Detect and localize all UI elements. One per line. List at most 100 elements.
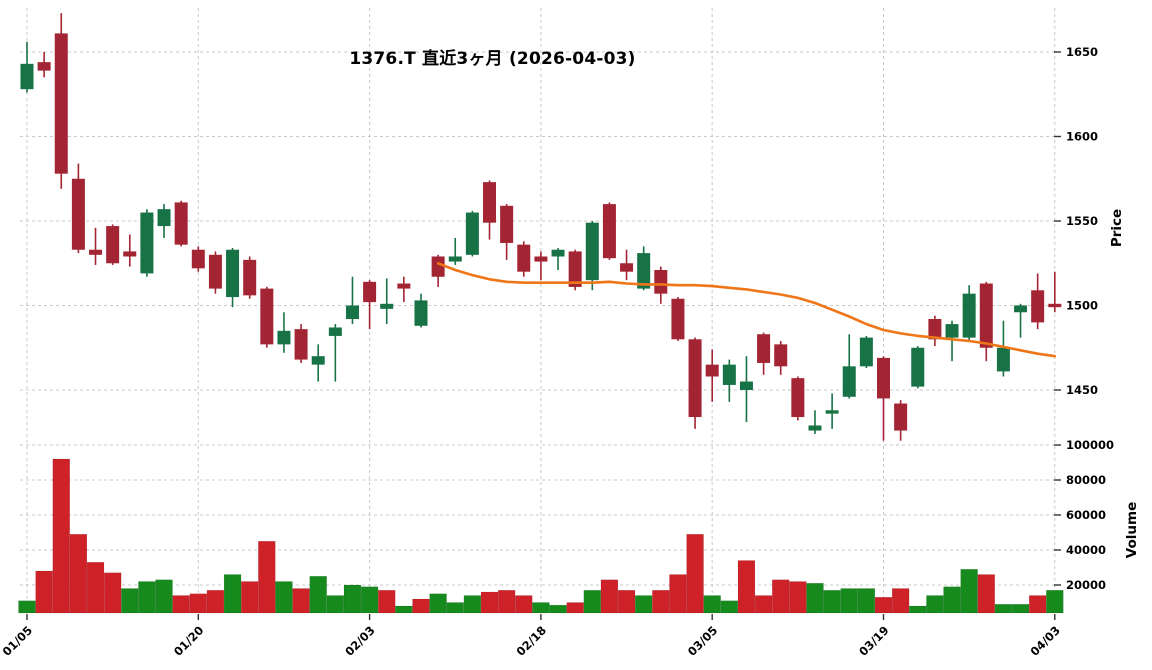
volume-bar	[532, 602, 550, 614]
candle-body	[859, 337, 873, 367]
candle-body	[1031, 290, 1045, 323]
volume-bar	[840, 588, 858, 614]
candle-body	[311, 356, 325, 365]
candle-body	[791, 378, 805, 418]
volume-tick-label: 20000	[1066, 578, 1106, 592]
candle-body	[962, 293, 976, 338]
volume-bar	[429, 593, 447, 614]
volume-bar	[378, 590, 396, 614]
candle-body	[208, 254, 222, 289]
candle-body	[277, 330, 291, 345]
x-tick-label: 01/05	[0, 623, 35, 659]
candle-body	[705, 364, 719, 377]
volume-bar	[703, 595, 721, 614]
volume-bar	[600, 579, 619, 614]
candle-body	[894, 403, 908, 431]
volume-bar	[926, 595, 944, 614]
volume-bar	[275, 581, 293, 614]
candle-body	[363, 281, 377, 303]
candle-body	[71, 178, 85, 250]
volume-bar	[652, 590, 670, 614]
volume-bar	[566, 602, 584, 614]
candle-body	[54, 33, 68, 174]
candle-body	[431, 256, 445, 277]
candle-body	[551, 249, 565, 257]
candle-body	[465, 212, 479, 255]
volume-tick-label: 80000	[1066, 473, 1106, 487]
volume-bar	[515, 595, 533, 614]
volume-bar	[121, 588, 139, 614]
x-tick-label: 03/19	[856, 623, 892, 659]
x-tick-label: 02/18	[514, 623, 550, 659]
candle-body	[1014, 305, 1028, 313]
price-tick-label: 1650	[1066, 45, 1098, 59]
volume-bar	[463, 595, 482, 614]
candle-body	[928, 319, 942, 340]
volume-bar	[240, 581, 259, 614]
volume-bar	[1046, 590, 1064, 614]
candle-body	[534, 256, 548, 262]
candle-body	[345, 305, 359, 320]
x-tick-label: 03/05	[685, 623, 721, 659]
candle-body	[842, 366, 856, 397]
volume-bar	[69, 534, 88, 614]
volume-bar	[189, 593, 208, 614]
volume-bar	[720, 600, 739, 614]
candle-body	[294, 329, 308, 360]
chart-title: 1376.T 直近3ヶ月 (2026-04-03)	[349, 49, 636, 69]
volume-bar	[206, 590, 225, 614]
moving-average-line	[436, 262, 1057, 358]
volume-bar	[669, 574, 687, 614]
price-axis-label: Price	[1109, 208, 1125, 248]
volume-tick-label: 100000	[1066, 438, 1114, 452]
volume-bar	[360, 586, 379, 614]
volume-bar	[258, 541, 276, 614]
x-tick-label: 02/03	[342, 623, 378, 659]
candle-body	[1048, 303, 1062, 308]
candle-body	[397, 283, 411, 289]
candle-body	[243, 259, 257, 296]
volume-bar	[343, 584, 362, 614]
volume-bar	[172, 595, 190, 614]
volume-bar	[874, 597, 893, 614]
volume-bar	[35, 570, 53, 614]
candle-body	[260, 288, 274, 345]
x-tick-label: 01/20	[171, 623, 207, 659]
volume-bar	[549, 604, 567, 614]
price-tick-label: 1450	[1066, 383, 1098, 397]
volume-bar	[583, 590, 602, 614]
candle-body	[722, 364, 736, 385]
volume-axis-label: Volume	[1124, 501, 1140, 559]
volume-bar	[18, 600, 36, 614]
candle-body	[157, 209, 171, 227]
volume-bar	[977, 574, 995, 614]
candle-body	[380, 303, 394, 309]
volume-bar	[994, 604, 1013, 614]
candle-body	[483, 182, 497, 223]
candle-body	[140, 212, 154, 274]
volume-bar	[86, 562, 105, 614]
candle-body	[500, 205, 514, 243]
candle-body	[568, 251, 582, 287]
volume-bar	[806, 583, 824, 614]
volume-bar	[309, 576, 327, 614]
volume-bar	[617, 590, 636, 614]
candle-body	[825, 410, 839, 414]
candle-body	[739, 381, 753, 390]
price-tick-label: 1550	[1066, 214, 1098, 228]
price-tick-label: 1600	[1066, 130, 1098, 144]
volume-bar	[686, 534, 704, 614]
candle-body	[757, 334, 771, 363]
candle-body	[106, 226, 120, 264]
candle-body	[996, 347, 1010, 372]
candle-body	[979, 283, 993, 348]
volume-bar	[446, 602, 464, 614]
volume-tick-label: 40000	[1066, 543, 1106, 557]
volume-bar	[823, 590, 841, 614]
candle-body	[637, 253, 651, 289]
volume-bar	[138, 581, 156, 614]
volume-bar	[772, 579, 790, 614]
candle-body	[191, 249, 205, 269]
volume-bar	[1028, 595, 1047, 614]
